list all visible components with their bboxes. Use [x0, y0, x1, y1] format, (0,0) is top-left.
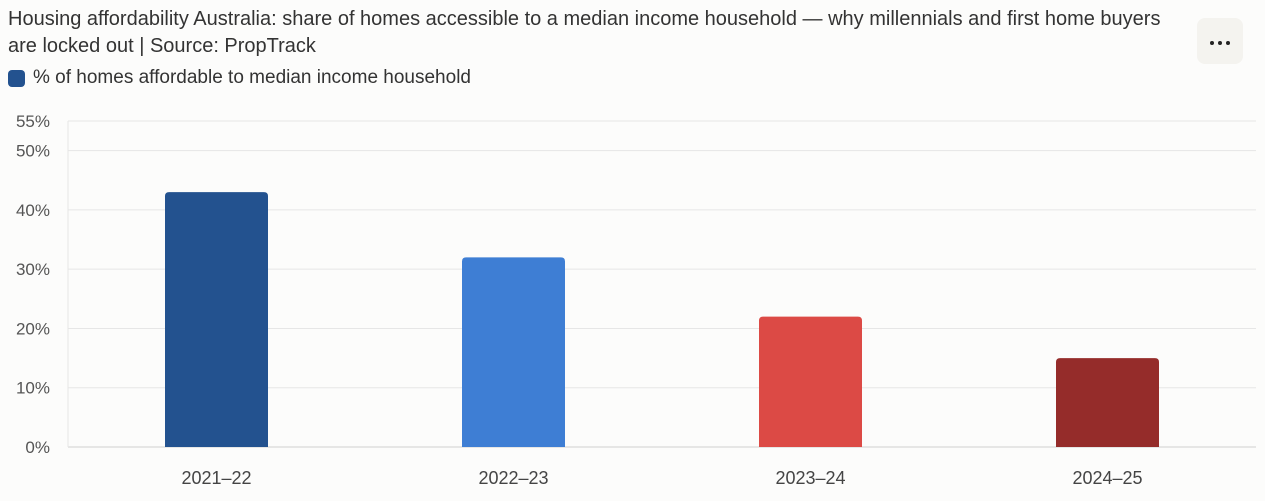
y-tick-label: 30% — [16, 260, 50, 279]
more-options-button[interactable] — [1197, 18, 1243, 64]
y-tick-label: 55% — [16, 112, 50, 131]
bar-3[interactable] — [759, 316, 862, 447]
legend: % of homes affordable to median income h… — [8, 67, 471, 89]
x-tick-label: 2021–22 — [181, 468, 251, 488]
y-tick-label: 50% — [16, 142, 50, 161]
y-tick-label: 20% — [16, 319, 50, 338]
x-tick-label: 2023–24 — [775, 468, 845, 488]
x-tick-label: 2022–23 — [478, 468, 548, 488]
y-tick-label: 0% — [25, 438, 50, 457]
legend-label: % of homes affordable to median income h… — [33, 67, 471, 88]
x-axis-labels: 2021–22 2022–23 2023–24 2024–25 — [181, 468, 1142, 488]
bar-4[interactable] — [1056, 358, 1159, 447]
legend-swatch — [8, 69, 25, 87]
more-horizontal-icon — [1208, 32, 1232, 50]
bar-2[interactable] — [462, 257, 565, 447]
chart-title: Housing affordability Australia: share o… — [8, 8, 1161, 57]
y-tick-label: 40% — [16, 201, 50, 220]
bar-1[interactable] — [165, 192, 268, 447]
y-tick-label: 10% — [16, 379, 50, 398]
y-axis-ticks: 0% 10% 20% 30% 40% 50% 55% — [16, 112, 50, 457]
bars — [165, 192, 1159, 447]
x-tick-label: 2024–25 — [1072, 468, 1142, 488]
